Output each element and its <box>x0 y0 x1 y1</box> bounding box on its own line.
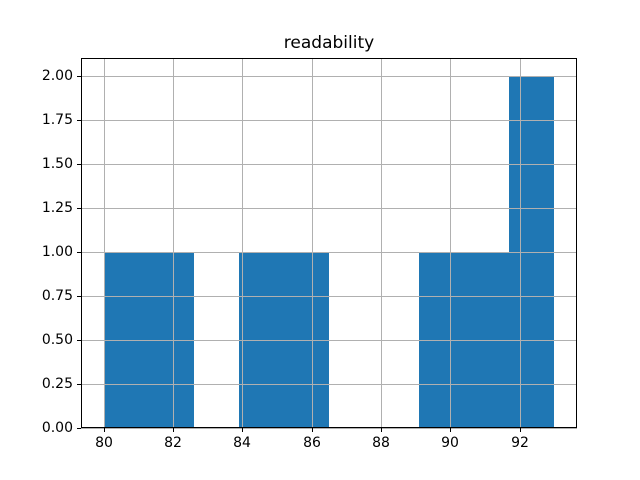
x-tick-mark <box>242 428 243 432</box>
y-gridline <box>81 164 577 165</box>
x-tick-mark <box>520 428 521 432</box>
y-gridline <box>81 384 577 385</box>
y-tick-mark <box>77 76 81 77</box>
y-gridline <box>81 296 577 297</box>
x-tick-mark <box>104 428 105 432</box>
y-tick-label: 1.50 <box>41 156 73 172</box>
x-gridline <box>381 58 382 428</box>
y-tick-mark <box>77 296 81 297</box>
y-gridline <box>81 428 577 429</box>
x-gridline <box>242 58 243 428</box>
y-tick-label: 0.00 <box>41 420 73 436</box>
x-tick-label: 80 <box>95 435 113 451</box>
x-tick-mark <box>450 428 451 432</box>
y-tick-mark <box>77 428 81 429</box>
x-tick-label: 82 <box>164 435 182 451</box>
x-tick-label: 90 <box>441 435 459 451</box>
x-tick-label: 88 <box>372 435 390 451</box>
x-tick-label: 92 <box>511 435 529 451</box>
x-gridline <box>173 58 174 428</box>
y-tick-mark <box>77 340 81 341</box>
x-gridline <box>312 58 313 428</box>
x-tick-mark <box>173 428 174 432</box>
y-gridline <box>81 76 577 77</box>
y-tick-mark <box>77 120 81 121</box>
x-tick-mark <box>381 428 382 432</box>
y-tick-label: 2.00 <box>41 68 73 84</box>
x-gridline <box>520 58 521 428</box>
y-tick-label: 0.75 <box>41 288 73 304</box>
y-tick-label: 0.25 <box>41 376 73 392</box>
y-tick-mark <box>77 208 81 209</box>
y-tick-mark <box>77 252 81 253</box>
x-tick-label: 86 <box>303 435 321 451</box>
y-tick-label: 0.50 <box>41 332 73 348</box>
y-tick-label: 1.25 <box>41 200 73 216</box>
chart-title: readability <box>283 33 375 53</box>
x-tick-mark <box>312 428 313 432</box>
y-tick-mark <box>77 164 81 165</box>
y-gridline <box>81 120 577 121</box>
y-tick-mark <box>77 384 81 385</box>
y-gridline <box>81 252 577 253</box>
y-gridline <box>81 340 577 341</box>
x-gridline <box>104 58 105 428</box>
y-tick-label: 1.00 <box>41 244 73 260</box>
y-gridline <box>81 208 577 209</box>
y-tick-label: 1.75 <box>41 112 73 128</box>
x-tick-label: 84 <box>233 435 251 451</box>
x-gridline <box>450 58 451 428</box>
